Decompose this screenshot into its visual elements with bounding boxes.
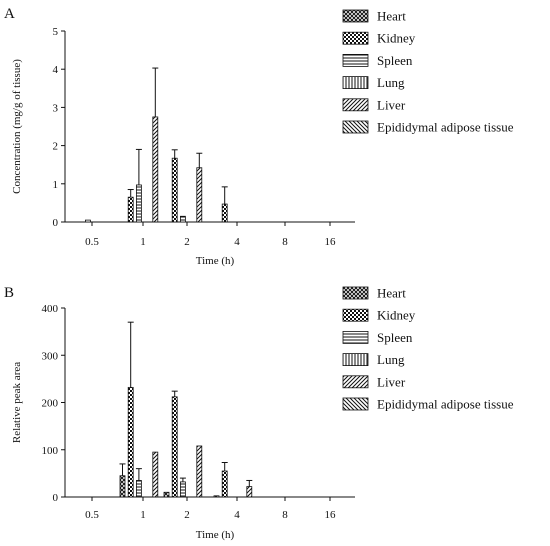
- x-tick-label: 16: [325, 509, 337, 521]
- legend-swatch: [342, 120, 369, 134]
- bar: [213, 495, 220, 498]
- panel-letter: A: [4, 6, 15, 22]
- legend-swatch: [342, 286, 369, 300]
- bar: [135, 480, 142, 498]
- bar: [127, 196, 134, 223]
- legend-label: Liver: [377, 374, 406, 389]
- x-tick-label: 2: [184, 509, 190, 521]
- x-axis-title: Time (h): [196, 255, 235, 267]
- bar: [119, 475, 126, 498]
- x-tick-label: 0.5: [85, 509, 99, 521]
- bar: [171, 396, 178, 498]
- bar: [246, 486, 253, 498]
- legend-swatch: [342, 76, 369, 89]
- y-tick-label: 0: [53, 217, 59, 229]
- legend-swatch: [342, 375, 369, 389]
- y-tick-label: 400: [42, 303, 59, 315]
- y-tick-label: 200: [42, 398, 59, 410]
- bar: [152, 451, 159, 498]
- y-tick-label: 1: [53, 179, 59, 191]
- bar: [179, 215, 186, 223]
- legend-swatch: [342, 330, 369, 344]
- legend-label: Liver: [377, 97, 406, 112]
- bar: [127, 386, 134, 498]
- x-tick-label: 1: [140, 509, 146, 521]
- legend-swatch: [342, 54, 369, 67]
- x-tick-label: 0.5: [85, 236, 99, 248]
- legend-swatch: [342, 9, 369, 23]
- legend: Heart Kidney Spleen Lung Liver Epididymal adi…: [342, 9, 514, 135]
- legend-label: Epididymal adipose tissue: [377, 120, 514, 135]
- bar: [221, 203, 228, 223]
- bar: [135, 184, 142, 223]
- legend-label: Lung: [377, 352, 405, 367]
- bar: [85, 219, 91, 223]
- x-tick-label: 16: [325, 236, 337, 248]
- x-tick-label: 2: [184, 236, 190, 248]
- x-axis-title: Time (h): [196, 529, 235, 541]
- bar: [196, 167, 203, 223]
- y-axis-title: Concentration (mg/g of tissue): [11, 59, 23, 194]
- legend: Heart Kidney Spleen Lung Liver Epididymal adi…: [342, 286, 514, 412]
- x-tick-label: 4: [234, 509, 240, 521]
- x-tick-label: 4: [234, 236, 240, 248]
- y-tick-label: 300: [42, 350, 59, 362]
- bar: [152, 116, 159, 223]
- y-tick-label: 5: [53, 26, 59, 38]
- legend-swatch: [342, 31, 369, 45]
- y-tick-label: 2: [53, 141, 59, 153]
- bar: [196, 445, 203, 498]
- bar: [171, 157, 178, 223]
- y-axis-title: Relative peak area: [11, 362, 23, 443]
- x-tick-label: 8: [282, 236, 288, 248]
- y-tick-label: 100: [42, 445, 59, 457]
- panel-a: A 0 1 2 3 4 5 0.5 1 2 4 8 16 Time (h) Concentration (m…: [4, 6, 514, 267]
- legend-label: Spleen: [377, 53, 413, 68]
- legend-label: Heart: [377, 286, 406, 301]
- legend-label: Spleen: [377, 330, 413, 345]
- x-tick-label: 8: [282, 509, 288, 521]
- legend-label: Heart: [377, 9, 406, 24]
- legend-swatch: [342, 397, 369, 411]
- panel-b: B 0 100 200 300 400 0.5 1 2 4 8 16 Time (h) Relative …: [4, 285, 514, 541]
- panel-letter: B: [4, 285, 14, 301]
- legend-swatch: [342, 353, 369, 367]
- legend-swatch: [342, 98, 369, 112]
- bar: [221, 470, 228, 498]
- bar: [179, 481, 186, 498]
- legend-label: Kidney: [377, 308, 416, 323]
- legend-swatch: [342, 308, 369, 322]
- bar: [163, 491, 170, 498]
- legend-label: Kidney: [377, 31, 416, 46]
- y-tick-label: 4: [53, 64, 59, 76]
- y-tick-label: 3: [53, 102, 59, 114]
- x-tick-label: 1: [140, 236, 146, 248]
- legend-label: Epididymal adipose tissue: [377, 397, 514, 412]
- y-tick-label: 0: [53, 492, 59, 504]
- legend-label: Lung: [377, 75, 405, 90]
